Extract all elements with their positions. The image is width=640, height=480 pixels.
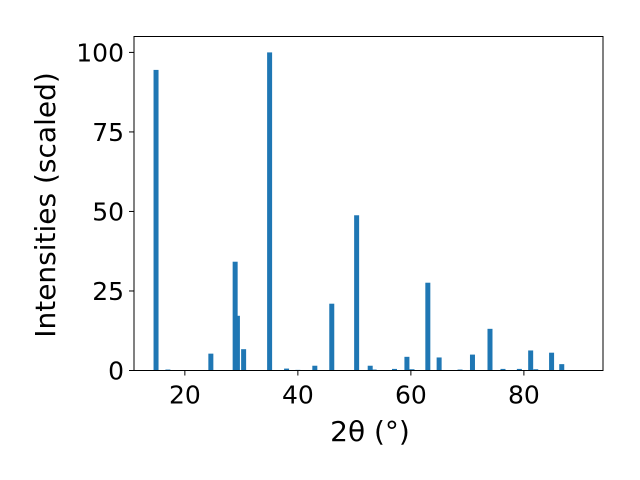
y-tick-label-0: 0 (108, 357, 124, 386)
bar-26 (549, 352, 555, 371)
bar-22 (500, 368, 506, 371)
bar-0 (153, 69, 159, 371)
y-tick-label-2: 50 (92, 197, 124, 226)
bar-20 (469, 354, 475, 371)
bar-18 (436, 357, 442, 371)
x-tick-label-1: 40 (282, 381, 314, 410)
y-axis-label: Intensities (scaled) (29, 72, 62, 338)
bar-15 (404, 356, 410, 371)
y-tick-label-1: 25 (92, 277, 124, 306)
bar-27 (559, 364, 565, 371)
bar-7 (284, 368, 290, 371)
y-axis-ticks: 0 25 50 75 100 (76, 38, 134, 386)
bar-2 (208, 353, 214, 371)
bar-6 (267, 52, 273, 371)
bar-23 (516, 368, 522, 371)
x-tick-label-0: 20 (169, 381, 201, 410)
y-tick-label-4: 100 (76, 38, 124, 67)
bar-21 (487, 328, 493, 371)
bar-17 (425, 282, 431, 371)
bar-9 (312, 365, 318, 371)
plot-frame (133, 36, 604, 371)
bar-5 (241, 349, 247, 371)
x-axis-label: 2θ (°) (330, 415, 410, 448)
y-tick-label-3: 75 (92, 118, 124, 147)
bar-12 (367, 365, 373, 371)
bar-11 (354, 215, 360, 371)
bar-25 (533, 369, 539, 371)
bar-24 (528, 350, 534, 371)
bar-10 (329, 303, 335, 371)
bar-14 (391, 368, 397, 371)
bars-group (153, 52, 565, 371)
bar-4 (234, 315, 240, 371)
bar-16 (409, 369, 415, 371)
x-tick-label-2: 60 (395, 381, 427, 410)
x-axis-ticks: 20 40 60 80 (169, 370, 540, 410)
x-tick-label-3: 80 (508, 381, 540, 410)
